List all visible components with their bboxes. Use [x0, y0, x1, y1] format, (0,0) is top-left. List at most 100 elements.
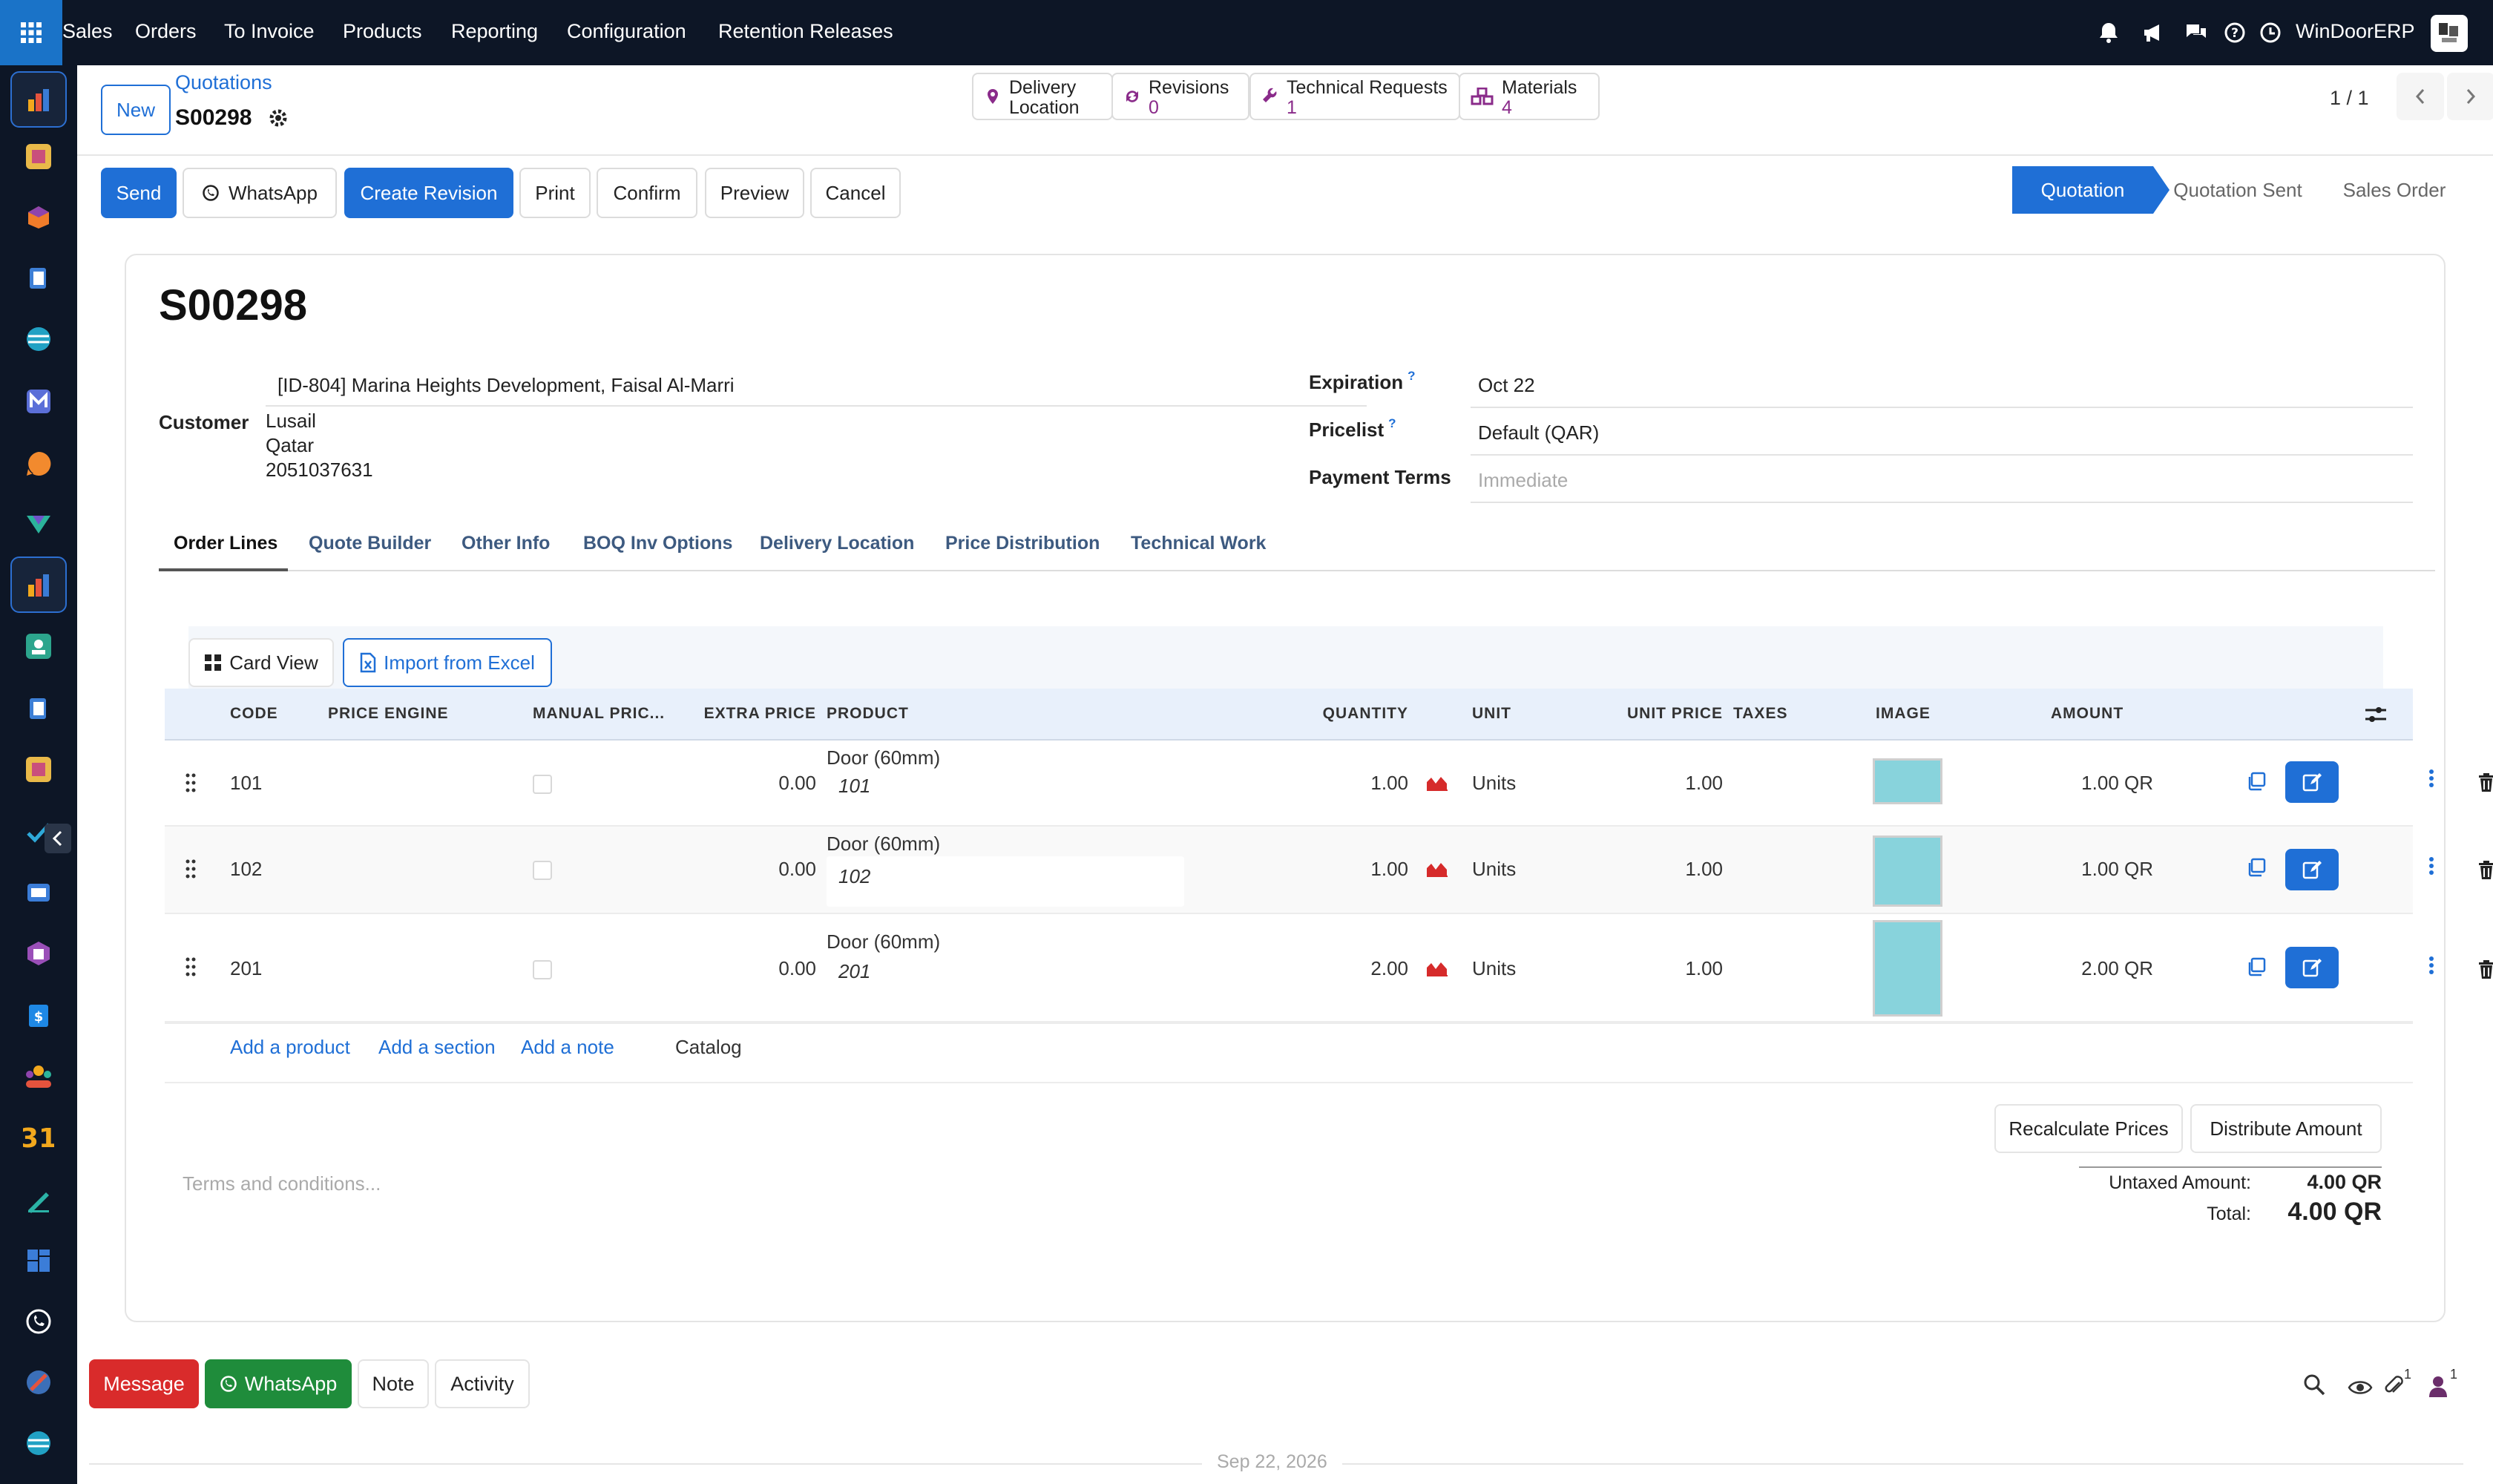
- column-header-amount[interactable]: AMOUNT: [2051, 705, 2124, 722]
- column-header-extra-price[interactable]: EXTRA PRICE: [703, 705, 816, 722]
- recalculate-prices-button[interactable]: Recalculate Prices: [1994, 1104, 2183, 1153]
- status-stage-sales-order[interactable]: Sales Order: [2342, 179, 2446, 201]
- gear-icon[interactable]: [269, 108, 288, 128]
- sidebar-app-10[interactable]: [20, 628, 57, 665]
- smart-button-revisions[interactable]: Revisions 0: [1111, 73, 1249, 120]
- send-button[interactable]: Send: [101, 168, 177, 218]
- product-image[interactable]: [1873, 835, 1942, 907]
- cell-extra-price[interactable]: 0.00: [778, 858, 816, 880]
- pager-value[interactable]: 1 / 1: [2330, 87, 2369, 109]
- breadcrumb-quotations[interactable]: Quotations: [175, 71, 272, 93]
- sidebar-sales-app[interactable]: [10, 71, 67, 128]
- paperclip-icon[interactable]: [2385, 1374, 2405, 1398]
- sidebar-app-19[interactable]: [20, 1181, 57, 1218]
- menu-retention-releases[interactable]: Retention Releases: [718, 20, 893, 42]
- duplicate-icon[interactable]: [2247, 858, 2266, 877]
- duplicate-icon[interactable]: [2247, 957, 2266, 976]
- sidebar-app-6[interactable]: [20, 383, 57, 420]
- tab-delivery-location[interactable]: Delivery Location: [760, 533, 915, 554]
- tab-quote-builder[interactable]: Quote Builder: [309, 533, 432, 554]
- cell-code[interactable]: 102: [230, 858, 263, 880]
- sidebar-app-20[interactable]: [20, 1242, 57, 1279]
- manual-price-checkbox[interactable]: [533, 960, 552, 979]
- chatter-whatsapp-button[interactable]: WhatsApp: [205, 1359, 352, 1408]
- catalog-link[interactable]: Catalog: [675, 1036, 742, 1058]
- help-icon[interactable]: ?: [2223, 21, 2247, 45]
- smart-button-materials[interactable]: Materials 4: [1459, 73, 1600, 120]
- send-message-button[interactable]: Message: [89, 1359, 199, 1408]
- cancel-button[interactable]: Cancel: [810, 168, 901, 218]
- clock-icon[interactable]: [2259, 21, 2282, 45]
- cell-extra-price[interactable]: 0.00: [778, 772, 816, 794]
- cell-unit-price[interactable]: 1.00: [1685, 957, 1723, 979]
- print-button[interactable]: Print: [519, 168, 591, 218]
- confirm-button[interactable]: Confirm: [597, 168, 697, 218]
- cell-quantity[interactable]: 1.00: [1370, 858, 1408, 880]
- forecast-chart-icon[interactable]: [1426, 959, 1448, 976]
- add-note-link[interactable]: Add a note: [521, 1036, 614, 1058]
- sidebar-app-23[interactable]: [20, 1425, 57, 1462]
- tab-order-lines[interactable]: Order Lines: [174, 533, 278, 554]
- table-row[interactable]: 102 0.00 Door (60mm) 102 1.00 Units 1.00…: [165, 827, 2493, 914]
- expiration-field[interactable]: Oct 22: [1478, 374, 1535, 396]
- duplicate-icon[interactable]: [2247, 772, 2266, 791]
- follower-icon[interactable]: [2428, 1374, 2448, 1398]
- trash-icon[interactable]: [2478, 960, 2493, 979]
- cell-quantity[interactable]: 2.00: [1370, 957, 1408, 979]
- help-tooltip-icon[interactable]: ?: [1388, 416, 1396, 430]
- description-input-box[interactable]: 102: [827, 856, 1184, 907]
- cell-code[interactable]: 201: [230, 957, 263, 979]
- terms-and-conditions-field[interactable]: Terms and conditions...: [183, 1172, 381, 1195]
- column-header-price-engine[interactable]: PRICE ENGINE: [328, 705, 449, 722]
- add-product-link[interactable]: Add a product: [230, 1036, 350, 1058]
- card-view-button[interactable]: Card View: [188, 638, 334, 687]
- column-header-code[interactable]: CODE: [230, 705, 278, 722]
- cell-unit[interactable]: Units: [1472, 772, 1517, 794]
- cell-unit[interactable]: Units: [1472, 858, 1517, 880]
- menu-products[interactable]: Products: [343, 20, 422, 42]
- pager-previous-button[interactable]: [2397, 73, 2444, 120]
- drag-handle-icon[interactable]: [185, 773, 196, 792]
- sidebar-app-11[interactable]: [20, 690, 57, 727]
- more-options-icon[interactable]: [2428, 856, 2435, 876]
- column-header-quantity[interactable]: QUANTITY: [1322, 705, 1408, 722]
- megaphone-icon[interactable]: [2141, 21, 2165, 45]
- column-header-unit[interactable]: UNIT: [1472, 705, 1511, 722]
- customer-field[interactable]: [ID-804] Marina Heights Development, Fai…: [277, 374, 735, 396]
- bell-icon[interactable]: [2097, 21, 2121, 45]
- trash-icon[interactable]: [2478, 773, 2493, 792]
- sidebar-app-17[interactable]: [20, 1058, 57, 1095]
- column-header-unit-price[interactable]: UNIT PRICE: [1626, 705, 1723, 722]
- help-tooltip-icon[interactable]: ?: [1408, 369, 1416, 383]
- eye-icon[interactable]: [2348, 1376, 2373, 1399]
- cell-description[interactable]: 101: [838, 775, 871, 797]
- tab-price-distribution[interactable]: Price Distribution: [945, 533, 1100, 554]
- sidebar-sales-app-active[interactable]: [10, 556, 67, 613]
- sidebar-app-7[interactable]: [20, 445, 57, 482]
- pricelist-field[interactable]: Default (QAR): [1478, 421, 1600, 444]
- menu-orders[interactable]: Orders: [135, 20, 197, 42]
- status-stage-quotation-sent[interactable]: Quotation Sent: [2173, 179, 2302, 201]
- company-name[interactable]: WinDoorERP: [2296, 20, 2415, 42]
- pager-next-button[interactable]: [2447, 73, 2493, 120]
- schedule-activity-button[interactable]: Activity: [435, 1359, 530, 1408]
- manual-price-checkbox[interactable]: [533, 775, 552, 794]
- sidebar-app-14[interactable]: [20, 874, 57, 911]
- tab-technical-work[interactable]: Technical Work: [1131, 533, 1267, 554]
- new-button[interactable]: New: [101, 85, 171, 135]
- product-image[interactable]: [1873, 920, 1942, 1017]
- smart-button-delivery-location[interactable]: Delivery Location: [972, 73, 1113, 120]
- sidebar-app-4[interactable]: [20, 260, 57, 297]
- drag-handle-icon[interactable]: [185, 859, 196, 879]
- apps-menu-button[interactable]: [0, 0, 62, 65]
- menu-to-invoice[interactable]: To Invoice: [224, 20, 315, 42]
- sidebar-app-12[interactable]: [20, 751, 57, 788]
- preview-button[interactable]: Preview: [705, 168, 804, 218]
- cell-unit-price[interactable]: 1.00: [1685, 858, 1723, 880]
- cell-unit-price[interactable]: 1.00: [1685, 772, 1723, 794]
- whatsapp-button[interactable]: WhatsApp: [183, 168, 337, 218]
- sidebar-whatsapp-app[interactable]: [20, 1303, 57, 1340]
- cell-unit[interactable]: Units: [1472, 957, 1517, 979]
- trash-icon[interactable]: [2478, 861, 2493, 880]
- sidebar-app-13[interactable]: [20, 813, 57, 850]
